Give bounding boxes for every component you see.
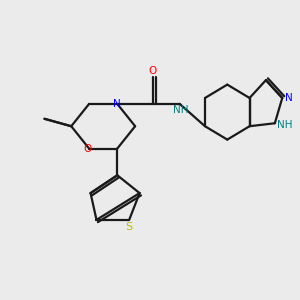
Text: NH: NH (278, 120, 293, 130)
Text: O: O (83, 143, 92, 154)
Text: N: N (113, 99, 121, 109)
Text: N: N (285, 93, 293, 103)
Text: S: S (126, 222, 133, 232)
Text: NH: NH (173, 106, 189, 116)
Text: O: O (149, 66, 157, 76)
